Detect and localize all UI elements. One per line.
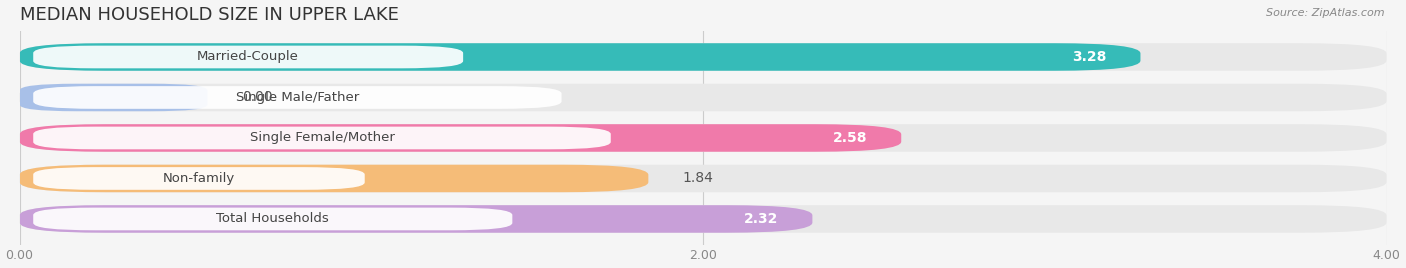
- FancyBboxPatch shape: [20, 84, 208, 111]
- Text: 0.00: 0.00: [242, 91, 273, 105]
- Text: Single Female/Mother: Single Female/Mother: [249, 132, 395, 144]
- FancyBboxPatch shape: [20, 165, 648, 192]
- Text: Single Male/Father: Single Male/Father: [236, 91, 359, 104]
- FancyBboxPatch shape: [20, 205, 1386, 233]
- Text: Total Households: Total Households: [217, 213, 329, 225]
- Text: 2.32: 2.32: [744, 212, 778, 226]
- Text: Married-Couple: Married-Couple: [197, 50, 299, 64]
- FancyBboxPatch shape: [20, 165, 1386, 192]
- FancyBboxPatch shape: [34, 167, 364, 190]
- FancyBboxPatch shape: [20, 43, 1140, 71]
- Text: 2.58: 2.58: [832, 131, 868, 145]
- Text: Source: ZipAtlas.com: Source: ZipAtlas.com: [1267, 8, 1385, 18]
- FancyBboxPatch shape: [34, 86, 561, 109]
- Text: 1.84: 1.84: [682, 172, 713, 185]
- FancyBboxPatch shape: [20, 43, 1386, 71]
- FancyBboxPatch shape: [34, 46, 463, 68]
- FancyBboxPatch shape: [34, 127, 610, 149]
- FancyBboxPatch shape: [20, 124, 1386, 152]
- FancyBboxPatch shape: [20, 205, 813, 233]
- FancyBboxPatch shape: [20, 84, 1386, 111]
- FancyBboxPatch shape: [34, 208, 512, 230]
- Text: MEDIAN HOUSEHOLD SIZE IN UPPER LAKE: MEDIAN HOUSEHOLD SIZE IN UPPER LAKE: [20, 6, 398, 24]
- Text: Non-family: Non-family: [163, 172, 235, 185]
- Text: 3.28: 3.28: [1071, 50, 1107, 64]
- FancyBboxPatch shape: [20, 124, 901, 152]
